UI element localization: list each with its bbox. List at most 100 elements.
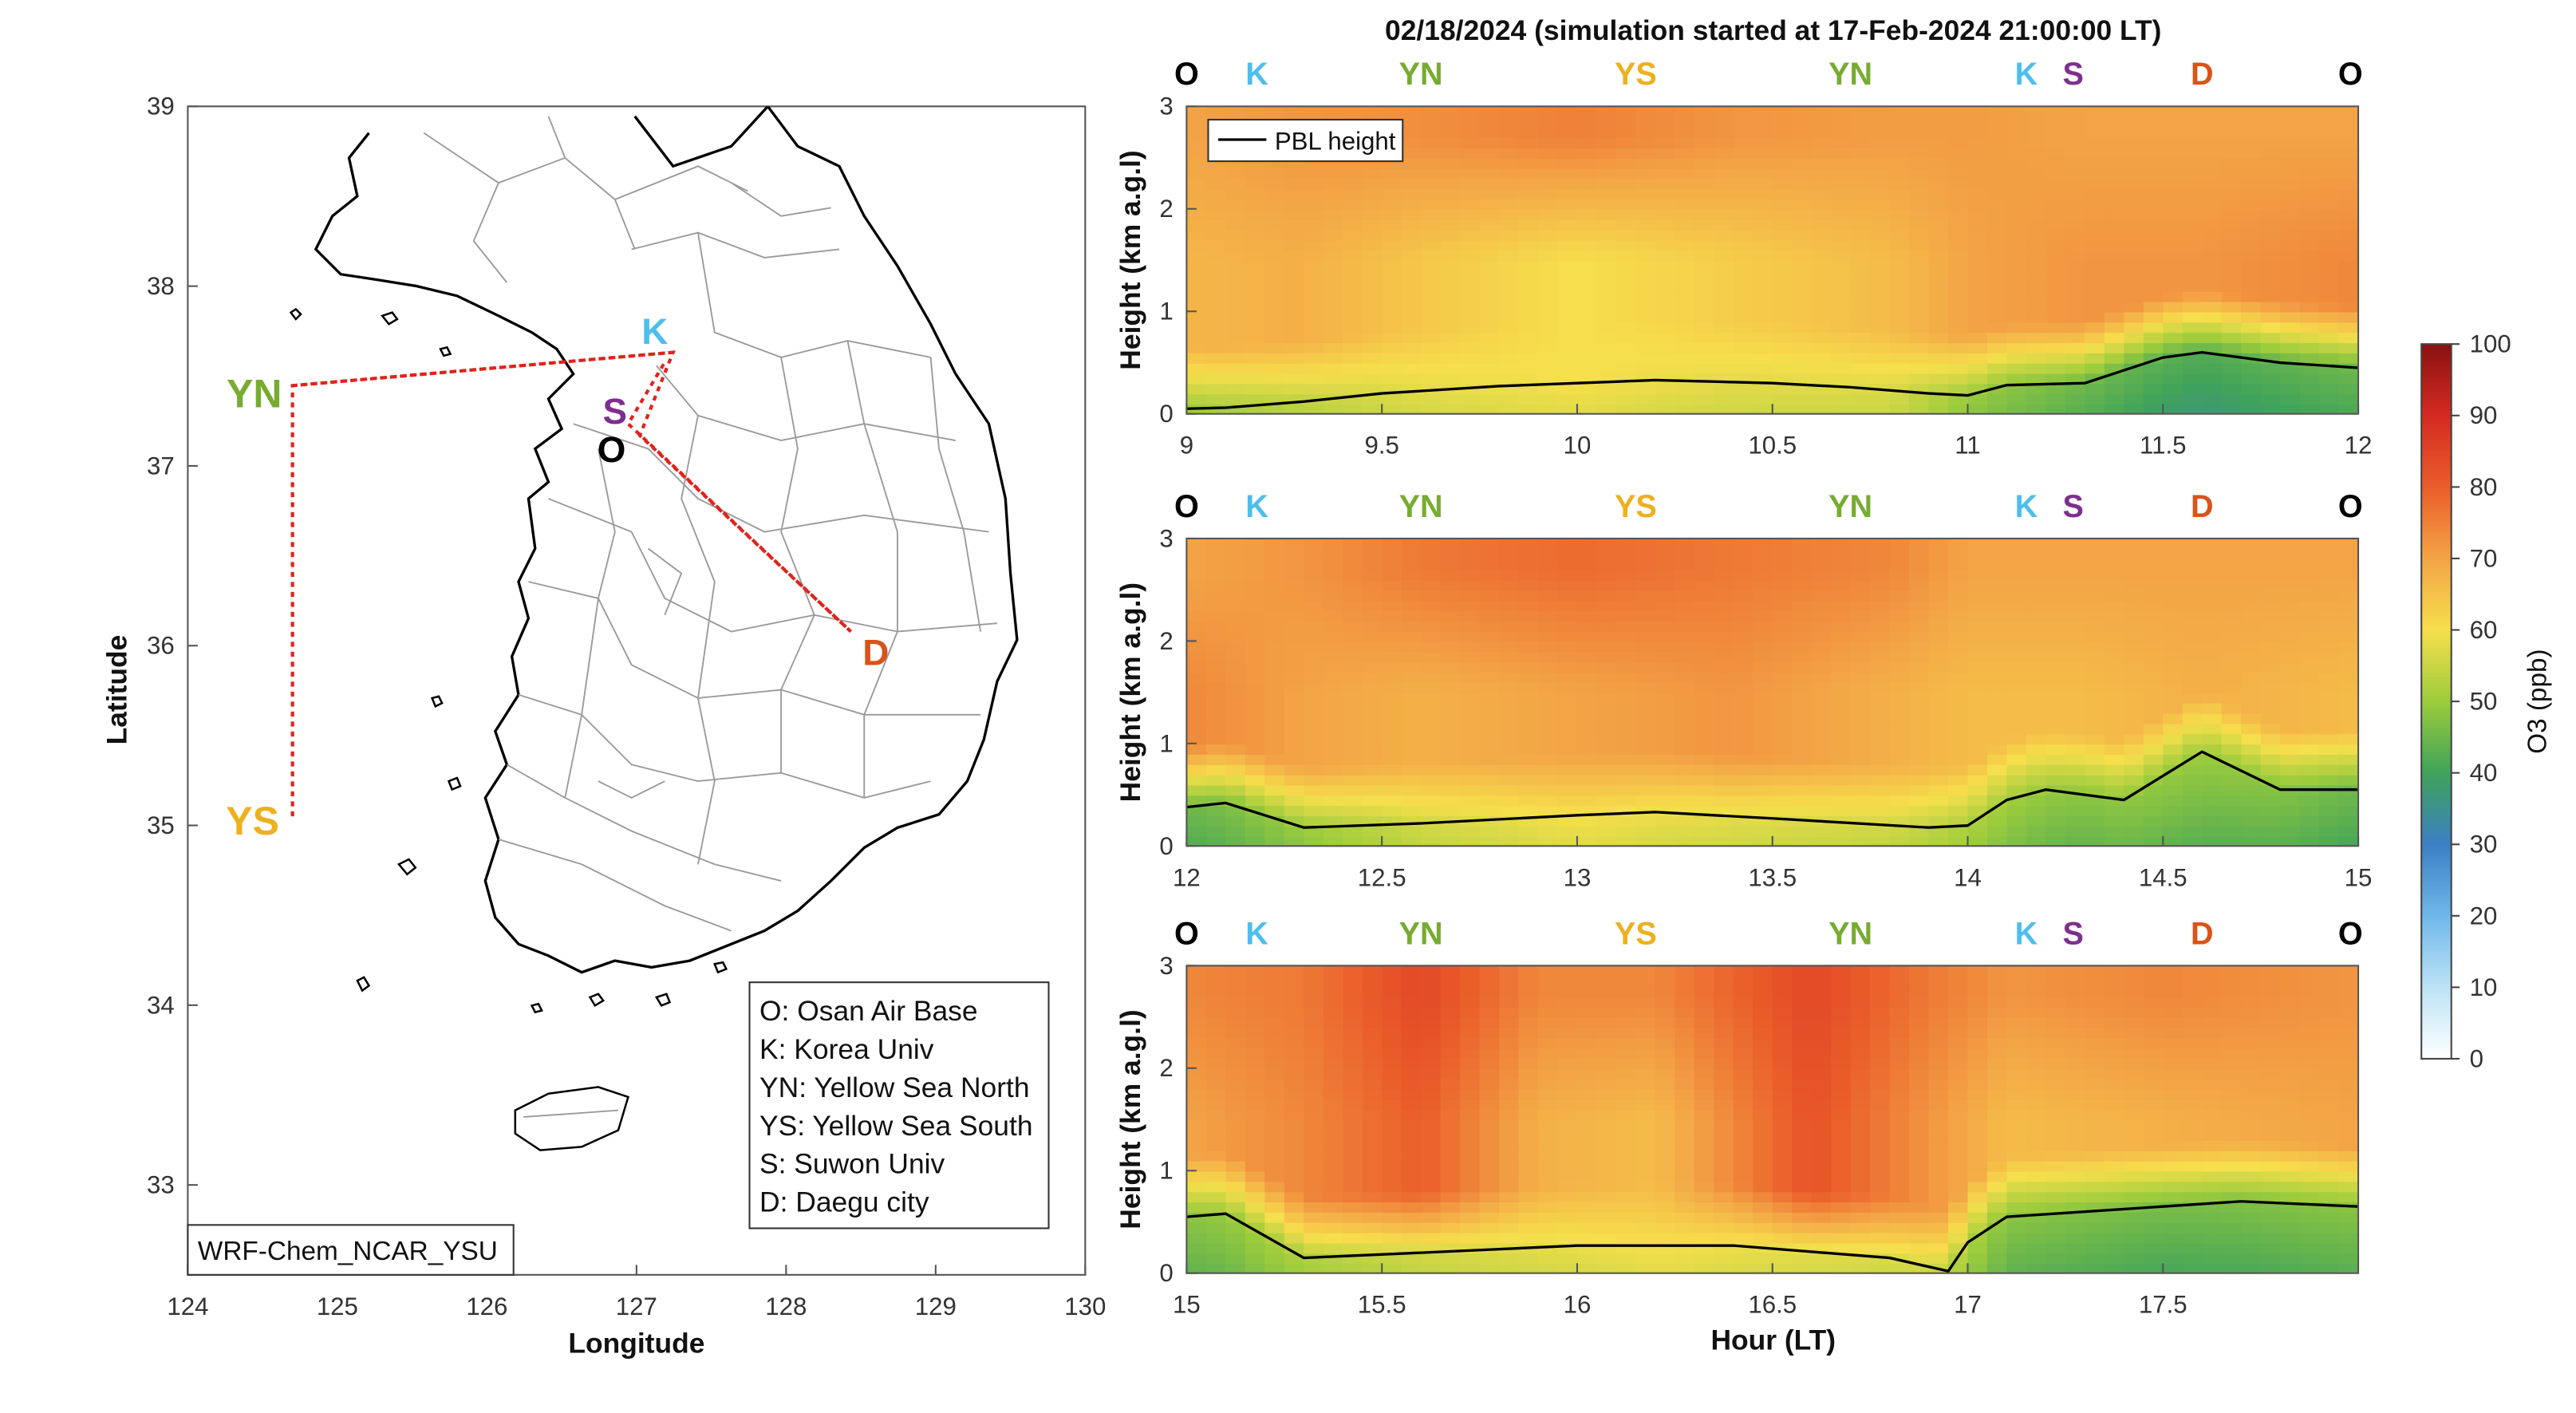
heatmap-cell (1245, 280, 1266, 292)
heatmap-cell (1557, 393, 1579, 405)
heatmap-cell (1635, 835, 1657, 847)
heatmap-cell (2006, 733, 2028, 745)
heatmap-cell (1733, 1088, 1754, 1100)
heatmap-cell (1362, 712, 1383, 724)
heatmap-cell (1460, 630, 1481, 642)
heatmap-cell (2221, 229, 2243, 241)
heatmap-cell (1304, 1057, 1324, 1070)
heatmap-cell (1304, 1016, 1324, 1028)
heatmap-cell (1635, 331, 1657, 344)
heatmap-cell (1576, 743, 1598, 755)
heatmap-cell (1440, 671, 1462, 684)
heatmap-cell (1499, 147, 1520, 159)
heatmap-cell (1811, 651, 1832, 663)
heatmap-cell (1186, 352, 1208, 364)
heatmap-cell (1205, 835, 1227, 847)
heatmap-cell (1850, 590, 1872, 602)
heatmap-cell (1205, 753, 1227, 765)
heatmap-cell (1304, 1119, 1324, 1131)
heatmap-cell (2202, 403, 2223, 414)
heatmap-cell (1889, 1027, 1911, 1039)
heatmap-cell (1382, 723, 1402, 735)
heatmap-cell (1499, 681, 1520, 693)
heatmap-cell (1401, 569, 1422, 581)
heatmap-cell (2085, 403, 2106, 414)
heatmap-cell (1518, 1099, 1540, 1111)
heatmap-cell (1499, 362, 1520, 374)
heatmap-cell (2104, 692, 2125, 704)
heatmap-cell (1928, 1088, 1950, 1100)
site-legend-item: K: Korea Univ (759, 1033, 934, 1065)
heatmap-cell (1576, 136, 1598, 148)
heatmap-cell (2104, 835, 2125, 847)
heatmap-cell (2085, 331, 2106, 344)
heatmap-cell (2085, 136, 2106, 148)
heatmap-cell (1557, 630, 1579, 642)
heatmap-cell (2143, 651, 2164, 663)
heatmap-cell (1714, 1027, 1735, 1039)
heatmap-cell (1675, 393, 1696, 405)
heatmap-cell (1518, 147, 1540, 159)
heatmap-cell (1811, 270, 1832, 282)
heatmap-cell (1362, 1242, 1383, 1254)
heatmap-cell (1870, 723, 1891, 735)
heatmap-cell (1440, 548, 1462, 560)
heatmap-cell (1460, 311, 1481, 323)
heatmap-cell (1792, 1190, 1813, 1203)
heatmap-cell (1753, 341, 1773, 353)
heatmap-cell (1948, 1201, 1969, 1213)
heatmap-cell (1576, 1253, 1598, 1265)
heatmap-cell (1909, 1190, 1930, 1203)
heatmap-cell (1831, 784, 1852, 796)
map-site-yn: YN (227, 371, 282, 416)
heatmap-cell (2085, 569, 2106, 581)
heatmap-cell (1479, 1109, 1501, 1121)
heatmap-cell (1323, 1037, 1344, 1049)
heatmap-cell (1518, 127, 1540, 139)
heatmap-cell (1850, 774, 1872, 786)
heatmap-cell (2338, 270, 2359, 282)
heatmap-cell (1518, 290, 1540, 302)
curtain-ytick-label: 1 (1159, 729, 1173, 757)
heatmap-cell (1986, 976, 2008, 988)
heatmap-cell (1225, 671, 1247, 684)
heatmap-cell (1538, 620, 1559, 632)
heatmap-cell (1967, 764, 1989, 776)
heatmap-cell (1792, 661, 1813, 673)
heatmap-cell (1792, 331, 1813, 344)
heatmap-cell (1421, 784, 1442, 796)
heatmap-cell (1576, 290, 1598, 302)
heatmap-cell (1186, 600, 1208, 612)
heatmap-cell (1186, 311, 1208, 323)
heatmap-cell (2260, 168, 2282, 180)
heatmap-cell (1382, 373, 1402, 385)
heatmap-cell (1870, 1190, 1891, 1203)
heatmap-cell (2338, 198, 2359, 211)
heatmap-cell (1948, 1211, 1969, 1223)
heatmap-cell (1948, 239, 1969, 251)
heatmap-cell (2045, 764, 2067, 776)
heatmap-cell (1733, 1181, 1754, 1193)
heatmap-cell (1811, 280, 1832, 292)
heatmap-cell (1694, 1016, 1715, 1028)
heatmap-cell (1928, 1190, 1950, 1203)
heatmap-cell (1615, 548, 1637, 560)
heatmap-cell (1831, 976, 1852, 988)
heatmap-cell (1264, 403, 1286, 414)
heatmap-cell (1440, 1190, 1462, 1203)
heatmap-cell (1479, 804, 1501, 817)
heatmap-cell (2026, 280, 2047, 292)
heatmap-cell (1635, 661, 1657, 673)
heatmap-cell (2124, 250, 2145, 262)
heatmap-cell (2280, 229, 2301, 241)
heatmap-cell (2006, 569, 2028, 581)
heatmap-cell (1479, 1222, 1501, 1233)
heatmap-cell (1264, 1057, 1286, 1070)
heatmap-cell (1811, 1119, 1832, 1131)
heatmap-cell (1753, 106, 1773, 118)
heatmap-cell (1909, 1006, 1930, 1018)
heatmap-cell (2182, 116, 2203, 128)
heatmap-cell (1284, 692, 1305, 704)
heatmap-cell (1264, 1006, 1286, 1018)
heatmap-cell (2202, 373, 2223, 385)
